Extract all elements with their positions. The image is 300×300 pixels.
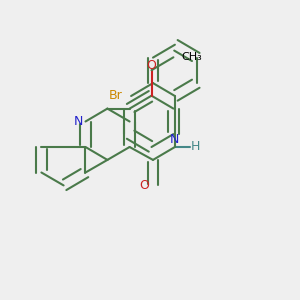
Text: N: N xyxy=(170,133,180,146)
Text: H: H xyxy=(191,140,201,154)
Text: Br: Br xyxy=(108,89,122,103)
Text: CH₃: CH₃ xyxy=(181,52,202,62)
Text: N: N xyxy=(73,115,83,128)
Text: O: O xyxy=(147,59,156,72)
Text: O: O xyxy=(139,179,149,192)
